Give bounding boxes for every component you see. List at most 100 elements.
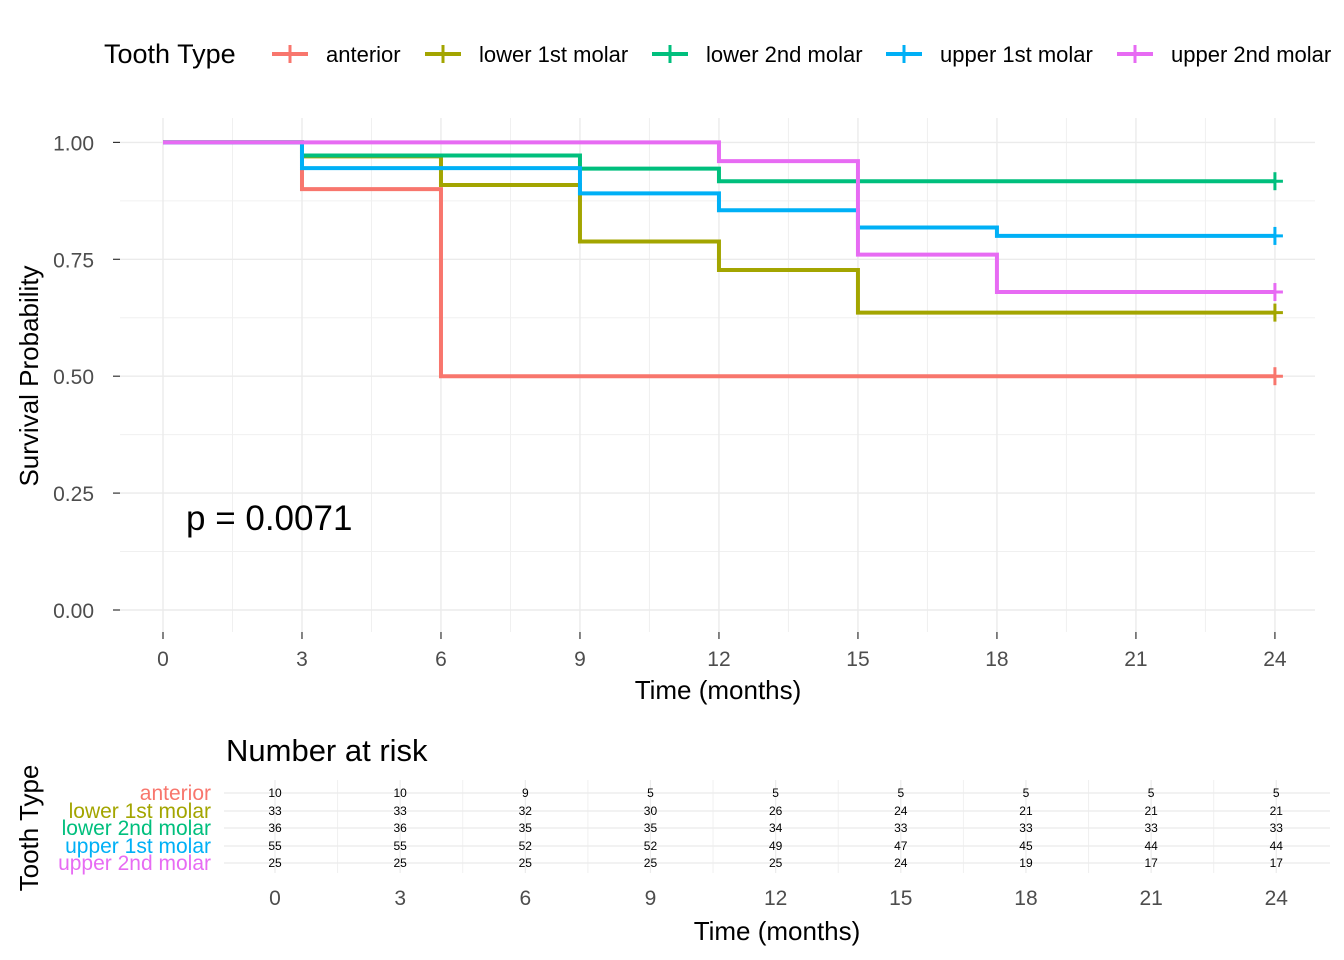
risk-x-tick-label: 18 bbox=[1014, 887, 1037, 910]
risk-cell: 21 bbox=[1019, 804, 1033, 818]
legend-item-anterior: anterior bbox=[272, 42, 401, 67]
risk-cell: 35 bbox=[519, 821, 533, 835]
risk-cell: 10 bbox=[393, 786, 407, 800]
risk-cell: 34 bbox=[769, 821, 783, 835]
curve-upper-2nd-molar bbox=[163, 140, 1283, 302]
legend-item-upper-1st-molar: upper 1st molar bbox=[886, 42, 1093, 67]
y-tick-label: 0.50 bbox=[53, 366, 94, 389]
risk-table-title: Number at risk bbox=[226, 733, 428, 768]
legend-label: upper 1st molar bbox=[940, 42, 1093, 67]
risk-cell: 24 bbox=[894, 804, 908, 818]
risk-x-tick-label: 9 bbox=[645, 887, 657, 910]
legend-label: lower 1st molar bbox=[479, 42, 628, 67]
risk-cell: 21 bbox=[1144, 804, 1158, 818]
survival-plot: 0 3 6 9 12 15 18 21 24 0.00 0.25 0.50 0.75 1.00 p = 0… bbox=[14, 118, 1315, 705]
risk-x-tick-label: 15 bbox=[889, 887, 912, 910]
survival-step-line bbox=[163, 140, 1275, 238]
risk-cell: 17 bbox=[1144, 856, 1158, 870]
risk-cell: 5 bbox=[1148, 786, 1155, 800]
legend: Tooth Type anterior lower 1st molar lower … bbox=[104, 39, 1331, 69]
legend-item-lower-1st-molar: lower 1st molar bbox=[425, 42, 628, 67]
risk-cell: 25 bbox=[393, 856, 407, 870]
survival-step-line bbox=[163, 140, 1275, 295]
risk-cell: 5 bbox=[647, 786, 654, 800]
x-tick-label: 3 bbox=[296, 648, 308, 671]
legend-item-lower-2nd-molar: lower 2nd molar bbox=[652, 42, 863, 67]
risk-cell: 25 bbox=[519, 856, 533, 870]
p-value-annotation: p = 0.0071 bbox=[186, 499, 352, 538]
risk-cell: 33 bbox=[1019, 821, 1033, 835]
risk-x-tick-label: 24 bbox=[1265, 887, 1289, 910]
x-axis-title: Time (months) bbox=[635, 675, 802, 705]
risk-row-label: upper 1st molar bbox=[65, 835, 211, 858]
risk-cell: 24 bbox=[894, 856, 908, 870]
x-tick-label: 18 bbox=[985, 648, 1008, 671]
survival-curves bbox=[163, 140, 1283, 386]
legend-title: Tooth Type bbox=[104, 39, 236, 69]
risk-cell: 17 bbox=[1270, 856, 1284, 870]
curve-upper-1st-molar bbox=[163, 140, 1283, 245]
risk-cell: 44 bbox=[1270, 839, 1284, 853]
x-tick-label: 21 bbox=[1124, 648, 1147, 671]
risk-cell: 5 bbox=[1273, 786, 1280, 800]
risk-table: Number at risk anterior 10 10 9 5 5 5 5 5 5lower … bbox=[14, 733, 1330, 946]
risk-cell: 5 bbox=[1023, 786, 1030, 800]
risk-x-tick-label: 0 bbox=[269, 887, 281, 910]
risk-cell: 33 bbox=[1270, 821, 1284, 835]
risk-cell: 32 bbox=[519, 804, 533, 818]
plot-axes: 0 3 6 9 12 15 18 21 24 0.00 0.25 0.50 0.75 1.00 bbox=[53, 132, 1287, 671]
legend-label: anterior bbox=[326, 42, 401, 67]
legend-item-upper-2nd-molar: upper 2nd molar bbox=[1117, 42, 1331, 67]
risk-row-label: upper 2nd molar bbox=[58, 852, 211, 875]
risk-x-axis-title: Time (months) bbox=[694, 916, 861, 946]
risk-row-label: lower 1st molar bbox=[69, 800, 211, 823]
risk-cell: 10 bbox=[268, 786, 282, 800]
risk-cell: 25 bbox=[268, 856, 282, 870]
legend-label: lower 2nd molar bbox=[706, 42, 863, 67]
risk-x-tick-label: 3 bbox=[394, 887, 406, 910]
risk-cell: 49 bbox=[769, 839, 783, 853]
x-tick-label: 24 bbox=[1263, 648, 1287, 671]
risk-cell: 33 bbox=[393, 804, 407, 818]
risk-cell: 35 bbox=[644, 821, 658, 835]
y-tick-label: 0.00 bbox=[53, 600, 94, 623]
risk-x-tick-label: 21 bbox=[1139, 887, 1162, 910]
risk-cell: 33 bbox=[1144, 821, 1158, 835]
curve-anterior bbox=[163, 140, 1283, 386]
y-tick-label: 1.00 bbox=[53, 132, 94, 155]
risk-cell: 30 bbox=[644, 804, 658, 818]
x-tick-label: 12 bbox=[707, 648, 730, 671]
risk-cell: 36 bbox=[268, 821, 282, 835]
risk-cell: 47 bbox=[894, 839, 908, 853]
x-tick-label: 15 bbox=[846, 648, 869, 671]
risk-cell: 25 bbox=[644, 856, 658, 870]
risk-table-grid bbox=[224, 780, 1330, 873]
risk-cell: 26 bbox=[769, 804, 783, 818]
y-axis-title: Survival Probability bbox=[14, 265, 44, 486]
risk-cell: 36 bbox=[393, 821, 407, 835]
risk-cell: 19 bbox=[1019, 856, 1033, 870]
risk-cell: 25 bbox=[769, 856, 783, 870]
risk-cell: 9 bbox=[522, 786, 529, 800]
risk-row-label: anterior bbox=[140, 782, 211, 805]
risk-cell: 55 bbox=[393, 839, 407, 853]
risk-x-tick-label: 12 bbox=[764, 887, 787, 910]
risk-cell: 33 bbox=[268, 804, 282, 818]
risk-cell: 21 bbox=[1270, 804, 1284, 818]
y-tick-label: 0.75 bbox=[53, 249, 94, 272]
legend-label: upper 2nd molar bbox=[1171, 42, 1331, 67]
risk-cell: 45 bbox=[1019, 839, 1033, 853]
y-tick-label: 0.25 bbox=[53, 483, 94, 506]
x-tick-label: 6 bbox=[435, 648, 447, 671]
risk-cell: 52 bbox=[644, 839, 658, 853]
risk-x-tick-label: 6 bbox=[519, 887, 531, 910]
risk-cell: 5 bbox=[897, 786, 904, 800]
x-tick-label: 0 bbox=[157, 648, 169, 671]
risk-cell: 5 bbox=[772, 786, 779, 800]
risk-row-label: lower 2nd molar bbox=[62, 817, 211, 840]
risk-y-axis-title: Tooth Type bbox=[14, 765, 44, 892]
risk-cell: 52 bbox=[519, 839, 533, 853]
risk-cell: 44 bbox=[1144, 839, 1158, 853]
